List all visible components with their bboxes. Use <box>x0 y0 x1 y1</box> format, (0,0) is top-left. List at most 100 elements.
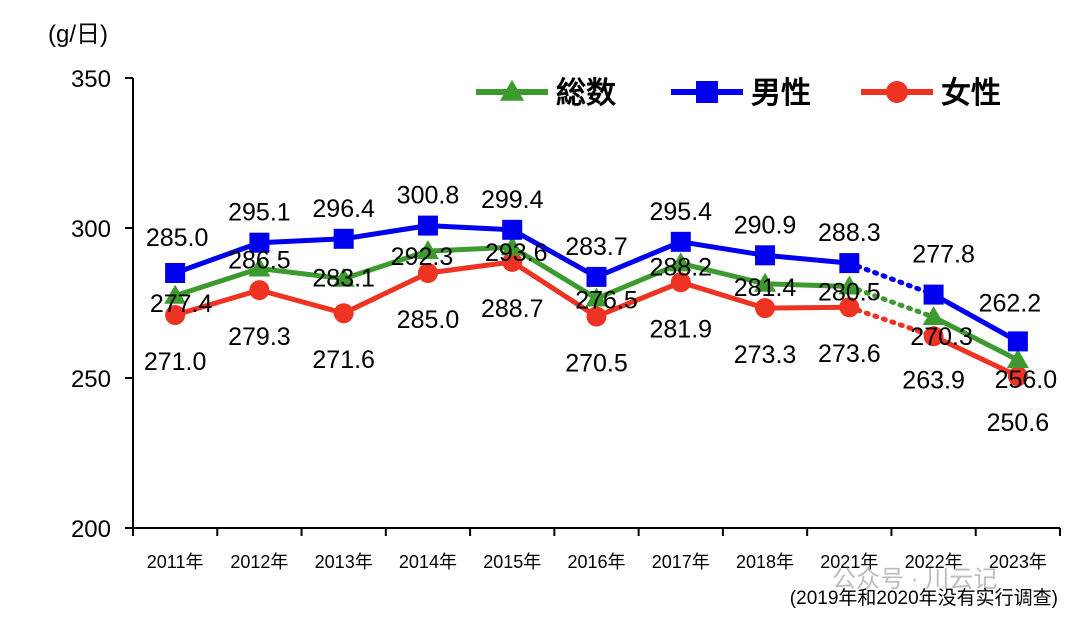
data-label: 271.6 <box>312 346 375 374</box>
data-point-triangle <box>501 236 524 256</box>
data-point-circle <box>839 297 860 318</box>
data-label: 270.3 <box>910 323 973 351</box>
series-markers <box>164 215 1029 387</box>
data-point-circle <box>417 263 438 283</box>
data-point-circle <box>670 272 691 293</box>
data-point-circle <box>1007 366 1028 387</box>
x-tick-label: 2016年 <box>567 552 625 572</box>
data-label: 283.1 <box>312 265 375 293</box>
data-point-square <box>670 231 691 252</box>
data-label: 281.4 <box>734 274 797 302</box>
x-tick-label: 2022年 <box>905 552 963 572</box>
data-point-triangle <box>416 240 439 260</box>
data-point-triangle <box>669 252 692 272</box>
survey-note: (2019年和2020年没有实行调查) <box>790 587 1058 609</box>
data-label: 273.3 <box>734 341 797 369</box>
data-label: 280.5 <box>818 279 881 307</box>
data-point-triangle <box>838 275 861 295</box>
data-point-square <box>923 284 944 305</box>
data-point-square <box>417 215 438 236</box>
legend: 総数 男性 女性 <box>476 76 1001 110</box>
x-tick-label: 2014年 <box>399 552 457 572</box>
data-point-square <box>755 245 776 266</box>
x-tick-label: 2011年 <box>147 552 204 572</box>
data-point-circle <box>165 305 186 325</box>
data-label: 299.4 <box>481 186 544 214</box>
data-label: 296.4 <box>312 195 375 223</box>
data-point-circle <box>586 306 607 327</box>
series-gap-line <box>846 284 937 320</box>
legend-label: 女性 <box>941 76 1001 110</box>
data-point-circle <box>502 251 523 272</box>
x-tick-label: 2015年 <box>483 552 541 572</box>
data-label: 285.0 <box>397 306 460 334</box>
data-label: 288.3 <box>818 219 881 247</box>
data-point-circle <box>249 280 270 301</box>
data-point-triangle <box>164 284 187 304</box>
data-point-square <box>502 219 523 240</box>
data-label: 256.0 <box>995 366 1058 394</box>
y-tick-label: 300 <box>71 216 111 243</box>
y-axis-unit: (g/日) <box>48 21 108 48</box>
series-line <box>932 314 1019 363</box>
legend-label: 総数 <box>556 77 617 110</box>
data-labels: 277.4 286.5 283.1 292.3 293.6 276.5 288.2 281.4… <box>144 182 1057 438</box>
data-label: 273.6 <box>818 340 881 368</box>
x-tick-label: 2018年 <box>736 552 794 572</box>
data-point-square <box>839 253 860 274</box>
data-point-triangle <box>332 267 355 287</box>
y-tick-label: 350 <box>71 66 111 93</box>
data-label: 295.1 <box>228 199 291 227</box>
legend-label: 男性 <box>751 77 811 110</box>
data-point-circle <box>886 81 908 103</box>
data-label: 277.4 <box>150 290 213 318</box>
data-label: 276.5 <box>575 287 638 315</box>
axes <box>132 78 1060 529</box>
data-point-square <box>165 263 186 283</box>
data-label: 279.3 <box>228 323 291 351</box>
x-tick-label: 2017年 <box>652 552 710 572</box>
data-point-square <box>249 232 270 253</box>
watermark: 公众号 · 川云记 <box>832 566 997 593</box>
y-tick-label: 250 <box>71 366 111 393</box>
data-point-circle <box>755 298 776 319</box>
data-label: 283.7 <box>565 233 628 261</box>
x-tick-label: 2012年 <box>230 552 288 572</box>
series-line <box>932 292 1020 344</box>
x-axis-ticks: 2011年 2012年 2013年 2014年 2015年 2016年 2017年 2018年… <box>132 528 1061 572</box>
data-point-triangle <box>754 272 777 292</box>
data-point-circle <box>333 303 354 324</box>
series-gap-line <box>846 260 937 298</box>
data-label: 263.9 <box>902 366 965 394</box>
y-axis-ticks: 200 250 300 350 <box>71 66 133 543</box>
x-tick-label: 2021年 <box>820 552 878 572</box>
data-label: 270.5 <box>565 350 628 378</box>
data-point-triangle <box>585 287 608 307</box>
data-point-triangle <box>499 79 525 101</box>
data-label: 288.7 <box>481 295 544 323</box>
data-point-circle <box>923 326 944 347</box>
data-point-square <box>1007 331 1028 352</box>
data-label: 281.9 <box>649 315 712 343</box>
x-tick-label: 2013年 <box>315 552 373 572</box>
data-label: 262.2 <box>979 289 1042 317</box>
data-label: 286.5 <box>228 247 291 275</box>
data-label: 277.8 <box>912 241 975 269</box>
series-line <box>932 334 1019 379</box>
data-label: 250.6 <box>987 409 1050 437</box>
data-label: 292.3 <box>391 243 454 271</box>
data-point-square <box>696 81 718 103</box>
data-point-triangle <box>1006 349 1029 368</box>
data-point-square <box>586 266 607 287</box>
series-gap-line <box>846 304 937 339</box>
x-tick-label: 2023年 <box>989 552 1047 572</box>
data-label: 271.0 <box>144 348 207 376</box>
data-label: 295.4 <box>649 198 712 226</box>
data-label: 290.9 <box>734 211 797 239</box>
data-point-triangle <box>922 306 945 326</box>
data-point-square <box>333 228 354 249</box>
y-tick-label: 200 <box>71 516 111 543</box>
data-point-triangle <box>248 257 271 277</box>
data-label: 285.0 <box>146 224 209 252</box>
